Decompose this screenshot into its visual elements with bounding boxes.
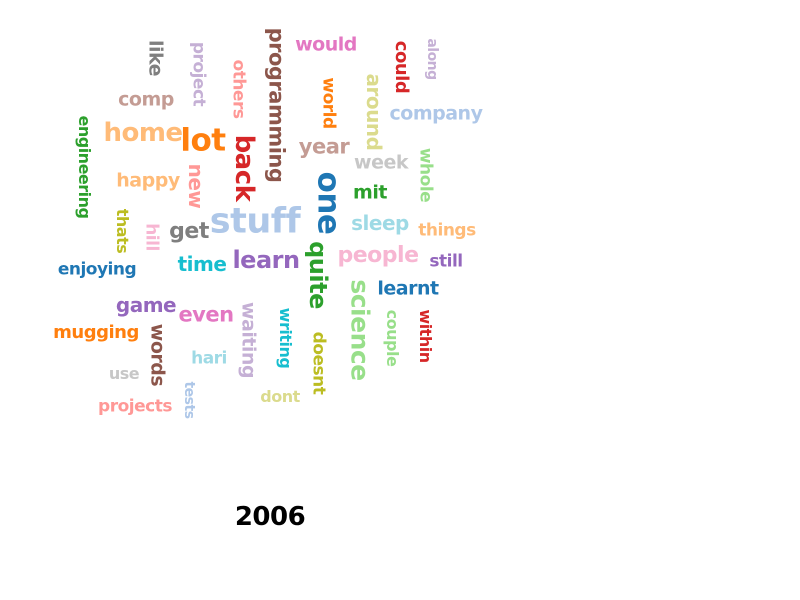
word: waiting bbox=[237, 301, 260, 379]
word: writing bbox=[276, 307, 295, 369]
word: around bbox=[362, 73, 386, 151]
word: programming bbox=[264, 27, 289, 183]
word: back bbox=[229, 134, 259, 202]
word: people bbox=[337, 243, 420, 268]
word: like bbox=[144, 39, 167, 77]
word: hill bbox=[141, 223, 162, 251]
word: dont bbox=[260, 387, 300, 406]
word: week bbox=[354, 151, 408, 174]
word: new bbox=[184, 163, 208, 209]
word: stuff bbox=[209, 201, 301, 242]
word: home bbox=[103, 118, 183, 148]
word: mit bbox=[353, 181, 387, 204]
word: along bbox=[424, 38, 440, 80]
word: year bbox=[298, 134, 350, 159]
word: game bbox=[115, 293, 177, 317]
word: even bbox=[178, 302, 234, 327]
word: within bbox=[416, 309, 435, 363]
word: world bbox=[318, 77, 339, 129]
word: still bbox=[429, 251, 463, 272]
word: projects bbox=[98, 396, 172, 417]
word: happy bbox=[116, 169, 180, 192]
year-label: 2006 bbox=[234, 502, 306, 532]
word: hari bbox=[191, 348, 227, 369]
word: doesnt bbox=[308, 331, 329, 395]
word: sleep bbox=[351, 211, 409, 235]
word: mugging bbox=[53, 322, 139, 343]
word: enjoying bbox=[57, 259, 137, 280]
word: engineering bbox=[75, 115, 94, 219]
word: words bbox=[146, 323, 169, 387]
word: company bbox=[389, 102, 483, 125]
word: lot bbox=[180, 122, 226, 159]
word: comp bbox=[118, 88, 174, 111]
word: use bbox=[108, 364, 140, 383]
word: tests bbox=[181, 381, 197, 419]
word: time bbox=[177, 252, 227, 276]
word: things bbox=[418, 220, 476, 241]
word: others bbox=[228, 59, 249, 119]
word: whole bbox=[415, 147, 436, 203]
word: one bbox=[310, 171, 347, 235]
word: get bbox=[169, 219, 209, 244]
word: quite bbox=[304, 241, 332, 309]
word: thats bbox=[113, 208, 132, 254]
word: project bbox=[188, 41, 209, 107]
word: learnt bbox=[377, 277, 439, 300]
word: couple bbox=[383, 309, 402, 367]
word: would bbox=[295, 33, 357, 56]
word: science bbox=[345, 279, 375, 381]
word: could bbox=[391, 40, 412, 94]
word: learn bbox=[232, 246, 300, 274]
